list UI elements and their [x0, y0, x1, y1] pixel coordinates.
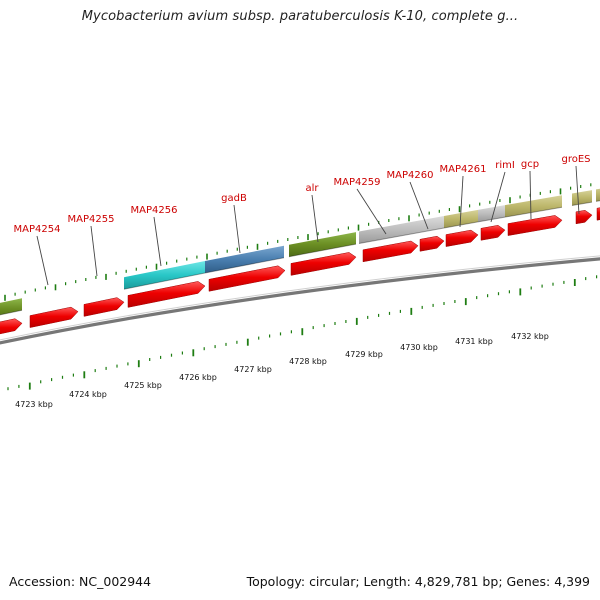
genome-summary: Topology: circular; Length: 4,829,781 bp… — [246, 574, 590, 589]
label-leader-line — [311, 194, 319, 243]
gene-label[interactable]: MAP4260 — [387, 170, 434, 181]
cog-bar — [0, 298, 22, 315]
scale-label: 4728 kbp — [289, 357, 327, 366]
cog-bar — [289, 232, 356, 257]
scale-label: 4727 kbp — [234, 365, 272, 374]
gene-label[interactable]: MAP4259 — [334, 177, 381, 188]
label-leader-line — [90, 225, 98, 277]
scale-label: 4723 kbp — [15, 400, 53, 409]
gene-label[interactable]: MAP4256 — [131, 205, 178, 216]
topology-value: circular — [309, 574, 356, 589]
cog-track — [0, 188, 600, 316]
genes-label: Genes: — [506, 574, 551, 589]
gene-label[interactable]: rimI — [495, 160, 515, 171]
scale-label: 4732 kbp — [511, 332, 549, 341]
cds-arrow — [507, 215, 563, 236]
label-leader-line — [575, 165, 580, 215]
scale-label: 4725 kbp — [124, 381, 162, 390]
gene-label[interactable]: MAP4255 — [68, 214, 115, 225]
genes-value: 4,399 — [554, 574, 590, 589]
cog-bar — [205, 245, 284, 273]
cds-arrow — [575, 210, 593, 225]
length-value: 4,829,781 bp — [414, 574, 499, 589]
length-label: Length: — [363, 574, 411, 589]
gene-label[interactable]: gcp — [521, 159, 539, 170]
scale-label: 4724 kbp — [69, 390, 107, 399]
cds-arrow — [419, 235, 445, 252]
cds-arrow — [83, 297, 125, 317]
gene-label[interactable]: MAP4254 — [14, 224, 61, 235]
backbone-line — [0, 257, 600, 345]
tick-tracks: 4723 kbp 4724 kbp 4725 kbp 4726 kbp 4727 kbp… — [4, 183, 598, 409]
scale-label: 4726 kbp — [179, 373, 217, 382]
cds-arrow — [445, 229, 479, 247]
cds-arrow — [480, 225, 506, 241]
cds-arrow — [0, 318, 23, 335]
accession-label: Accession: — [9, 574, 76, 589]
cds-arrow — [208, 265, 286, 292]
cog-bar — [478, 205, 505, 222]
cds-track — [0, 207, 600, 335]
scale-label: 4731 kbp — [455, 337, 493, 346]
cds-arrow — [596, 207, 600, 221]
cog-bar — [444, 209, 478, 228]
cds-arrow — [290, 252, 357, 276]
cds-arrow — [127, 281, 206, 308]
label-leader-line — [233, 204, 241, 254]
label-leader-line — [459, 175, 464, 228]
gene-label[interactable]: gadB — [221, 193, 247, 204]
label-leader-line — [153, 216, 162, 267]
accession-info: Accession: NC_002944 — [9, 574, 151, 589]
cog-bar — [572, 190, 592, 206]
label-leader-line — [490, 171, 506, 223]
topology-label: Topology: — [246, 574, 306, 589]
gene-label[interactable]: alr — [305, 183, 319, 194]
scale-label: 4729 kbp — [345, 350, 383, 359]
cds-arrow — [29, 306, 79, 328]
scale-label: 4730 kbp — [400, 343, 438, 352]
label-leader-line — [356, 188, 387, 235]
map-title: Mycobacterium avium subsp. paratuberculo… — [81, 9, 519, 24]
cog-bar — [505, 195, 562, 218]
accession-value: NC_002944 — [79, 574, 152, 589]
cog-bar — [596, 188, 600, 202]
cog-bar — [124, 261, 205, 290]
label-leader-line — [36, 235, 49, 286]
gene-label[interactable]: MAP4261 — [440, 164, 487, 175]
gene-label[interactable]: groES — [561, 154, 590, 165]
cds-arrow — [362, 240, 419, 263]
cog-bar — [359, 216, 444, 244]
label-leader-line — [529, 170, 532, 220]
gene-labels: MAP4254 MAP4255 MAP4256 gadB alr MAP4259 MAP42… — [14, 154, 591, 286]
label-leader-line — [409, 181, 429, 230]
